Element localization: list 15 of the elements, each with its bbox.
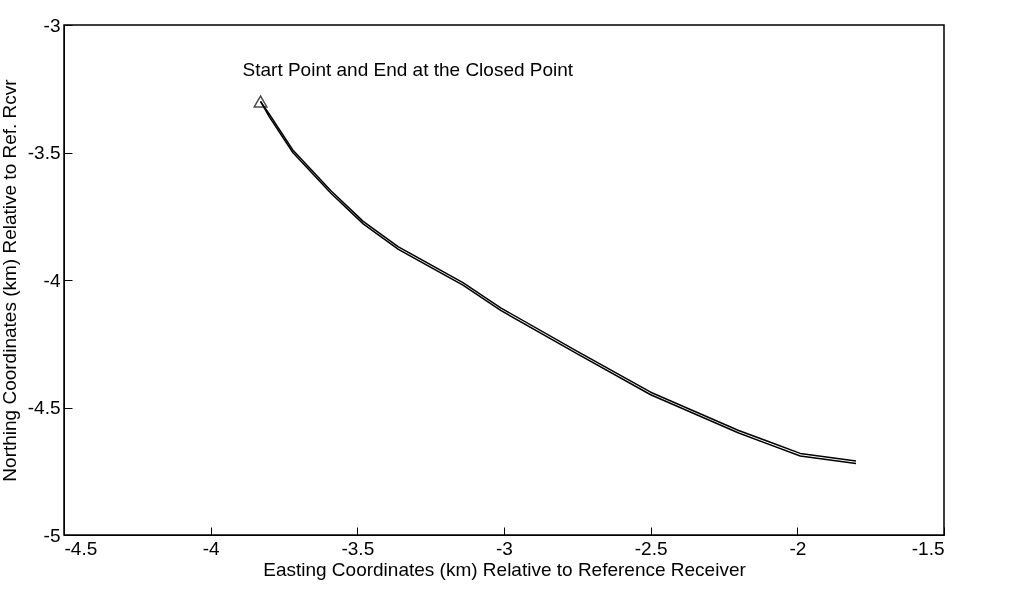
- x-tick-label: -3: [496, 537, 513, 559]
- x-tick-label: -3.5: [341, 537, 375, 559]
- annotation: Start Point and End at the Closed Point: [242, 58, 574, 80]
- y-tick-label: -3.5: [27, 142, 61, 163]
- x-tick-label: -2.5: [634, 537, 668, 559]
- y-axis-title: Northing Coordinates (km) Relative to Ref. Rcvr: [0, 78, 20, 482]
- y-tick-label: -4: [43, 269, 61, 291]
- y-tick-label: -5: [43, 524, 61, 546]
- x-tick-label: -4.5: [64, 537, 98, 559]
- x-tick-label: -2: [789, 537, 807, 559]
- y-tick-label: -4.5: [27, 397, 61, 418]
- x-tick-label: -1.5: [911, 537, 945, 559]
- x-tick-label: -4: [202, 537, 221, 559]
- y-tick-label: -3: [43, 14, 61, 36]
- x-axis-title: Easting Coordinates (km) Relative to Reference Receiver: [263, 558, 747, 580]
